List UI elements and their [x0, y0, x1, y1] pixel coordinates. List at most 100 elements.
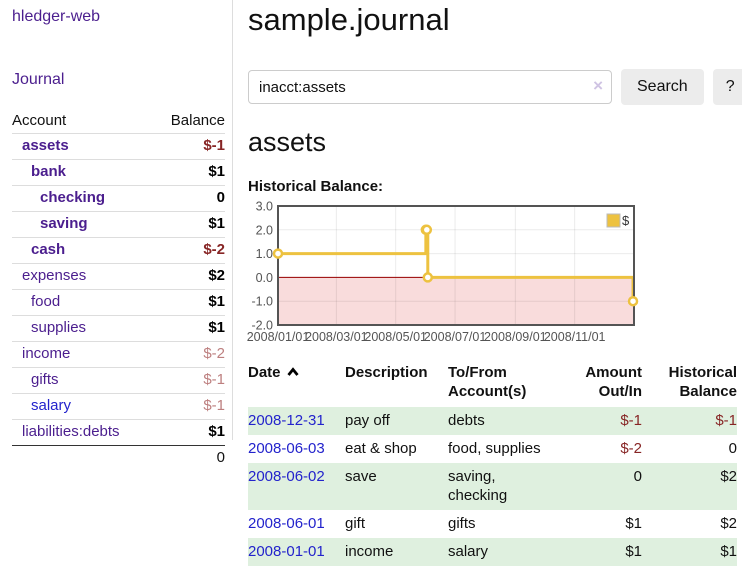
chart-x-tick-label: 2008/03/01: [305, 330, 368, 344]
transaction-accounts: gifts: [448, 515, 476, 532]
account-row: saving $1: [12, 211, 225, 238]
account-row: liabilities:debts $1: [12, 419, 225, 446]
app-title-link[interactable]: hledger-web: [12, 8, 101, 25]
accounts-table: Account Balance assets $-1 bank $1 checking 0…: [12, 110, 225, 471]
sidebar-account-balance: $2: [118, 263, 225, 290]
accounts-total-spacer: [12, 445, 119, 471]
sidebar-account-link[interactable]: assets: [22, 137, 69, 154]
sidebar-account-balance: $-2: [118, 341, 225, 368]
transaction-description: gift: [345, 515, 366, 532]
account-row: checking 0: [12, 185, 225, 212]
transaction-date-link[interactable]: 2008-06-03: [248, 440, 325, 457]
transaction-date-link[interactable]: 2008-12-31: [248, 412, 325, 429]
search-input[interactable]: [248, 70, 612, 104]
sidebar-account-link[interactable]: saving: [40, 215, 88, 232]
chart-y-tick-label: -2.0: [251, 319, 273, 333]
accounts-header-row: Account Balance: [12, 110, 225, 134]
chart-y-tick-label: 0.0: [256, 271, 273, 285]
chart-y-tick-label: 3.0: [256, 200, 273, 214]
register-row: 2008-12-31 pay off debts $-1 $-1: [248, 407, 737, 435]
transaction-amount: 0: [556, 463, 642, 510]
transaction-amount: $-2: [620, 440, 642, 457]
sidebar-item-journal[interactable]: Journal: [12, 71, 65, 88]
transaction-accounts: saving, checking: [448, 463, 556, 510]
account-heading: assets: [248, 127, 327, 157]
transaction-description: save: [345, 463, 448, 510]
sidebar-account-link[interactable]: checking: [40, 189, 106, 206]
chart-point-marker[interactable]: [422, 272, 434, 283]
chart-y-tick-label: -1.0: [251, 295, 273, 309]
chevron-up-icon: [286, 367, 299, 376]
transaction-amount: $1: [556, 538, 642, 566]
register-header-description: Description: [345, 364, 428, 381]
transaction-accounts: debts: [448, 407, 556, 435]
search-button[interactable]: Search: [621, 69, 704, 105]
page-title: sample.journal: [248, 2, 450, 37]
sidebar-account-balance: $-2: [118, 237, 225, 264]
chart-legend-swatch: [606, 213, 621, 228]
sidebar-account-link[interactable]: liabilities:debts: [22, 423, 120, 440]
register-header-balance: Historical Balance: [668, 364, 737, 400]
register-header-amount: Amount Out/In: [585, 364, 642, 400]
account-row: food $1: [12, 289, 225, 316]
transaction-balance: $-1: [642, 407, 737, 435]
sidebar-account-balance: $1: [118, 289, 225, 316]
account-row: gifts $-1: [12, 367, 225, 394]
register-header-accounts: To/From Account(s): [448, 364, 527, 400]
account-row: expenses $2: [12, 263, 225, 290]
sidebar-account-balance: $1: [118, 211, 225, 238]
sidebar-account-balance: 0: [118, 185, 225, 212]
sidebar-account-link[interactable]: salary: [31, 397, 72, 414]
transaction-date-link[interactable]: 2008-06-01: [248, 515, 325, 532]
sidebar-account-link[interactable]: expenses: [22, 267, 87, 284]
transaction-date-link[interactable]: 2008-01-01: [248, 543, 325, 560]
chart-svg: $3.0 2.0 1.0 0.0 -1.0 -2.02008/01/012008/03/0…: [247, 200, 639, 344]
register-header-row: Date Description To/From Account(s) Amou…: [248, 361, 737, 407]
chart-x-tick-label: 2008/09/01: [484, 330, 547, 344]
account-row: cash $-2: [12, 237, 225, 264]
sidebar-account-balance: $-1: [118, 367, 225, 394]
sidebar-account-link[interactable]: gifts: [31, 371, 59, 388]
chart-y-tick-label: 1.0: [256, 247, 273, 261]
accounts-header-balance: Balance: [170, 112, 225, 129]
account-row: salary $-1: [12, 393, 225, 420]
transaction-balance: 0: [728, 440, 737, 457]
account-row: supplies $1: [12, 315, 225, 342]
register-row: 2008-01-01 income salary $1 $1: [248, 538, 737, 566]
sidebar-account-balance: $-1: [118, 133, 225, 160]
chart-y-tick-label: 2.0: [256, 223, 273, 237]
sidebar-account-link[interactable]: food: [31, 293, 61, 310]
transaction-balance: $2: [720, 515, 737, 532]
account-row: assets $-1: [12, 133, 225, 160]
chart-x-tick-label: 2008/05/01: [364, 330, 427, 344]
transaction-amount: $-1: [556, 407, 642, 435]
accounts-total-value: 0: [118, 445, 225, 471]
chart-x-tick-label: 2008/11/01: [544, 330, 606, 344]
chart-point-marker[interactable]: [627, 295, 639, 307]
transaction-balance: $2: [642, 463, 737, 510]
chart-point-marker[interactable]: [421, 224, 433, 236]
help-button[interactable]: ?: [712, 69, 742, 105]
register-row: 2008-06-03 eat & shop food, supplies $-2 0: [248, 435, 737, 463]
register-header-date[interactable]: Date: [248, 361, 345, 407]
chart-x-tick-label: 2008/01/01: [247, 330, 310, 344]
chart-legend-label: $: [622, 213, 630, 228]
chart-x-tick-label: 2008/07/01: [424, 330, 487, 344]
chart-point-marker[interactable]: [272, 248, 284, 259]
transaction-balance: $1: [642, 538, 737, 566]
register-header-date-label: Date: [248, 364, 281, 381]
sidebar-account-balance: $1: [118, 159, 225, 186]
sidebar-account-balance: $1: [118, 315, 225, 342]
transaction-date-link[interactable]: 2008-06-02: [248, 468, 325, 485]
sidebar-account-link[interactable]: cash: [31, 241, 66, 258]
sidebar-account-link[interactable]: supplies: [31, 319, 87, 336]
search-bar: × Search ?: [248, 69, 742, 105]
sidebar-account-link[interactable]: income: [22, 345, 71, 362]
sidebar: hledger-web Journal Account Balance asse…: [0, 0, 233, 566]
sidebar-account-link[interactable]: bank: [31, 163, 67, 180]
historical-balance-chart[interactable]: $3.0 2.0 1.0 0.0 -1.0 -2.0 2008/01/01 2008/03/0…: [247, 200, 742, 345]
clear-search-icon[interactable]: ×: [593, 76, 603, 95]
main-content: sample.journal × Search ? assets Histori…: [233, 0, 742, 566]
hledger-web-app: hledger-web Journal Account Balance asse…: [0, 0, 742, 566]
chart-negative-region: [278, 277, 634, 325]
